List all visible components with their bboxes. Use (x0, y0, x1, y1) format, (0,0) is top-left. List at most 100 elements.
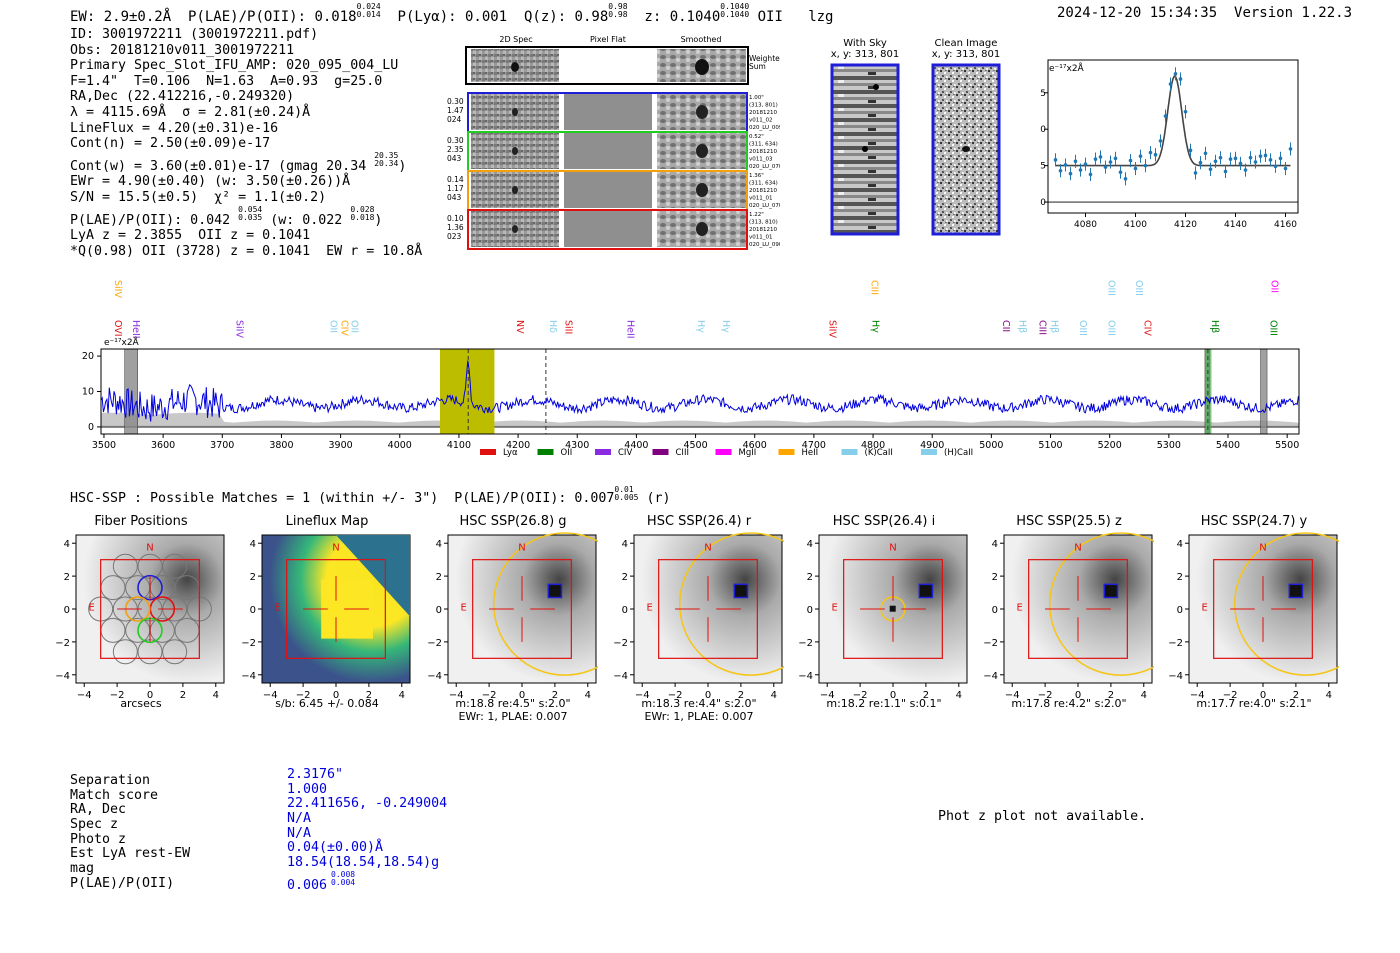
line-fit-point (1088, 167, 1093, 181)
col-smoothed: Smoothed (681, 35, 722, 44)
line-fit-marker (1063, 163, 1068, 167)
line-fit-point (1133, 162, 1138, 176)
cutout-ytick-label: 0 (1177, 605, 1183, 616)
line-fit-xtick-label: 4120 (1174, 220, 1197, 230)
stamp-frame (467, 209, 748, 250)
line-fit-marker (1053, 158, 1058, 162)
info-plae-w: (w: 0.022 (270, 212, 343, 228)
legend-swatch (537, 449, 554, 455)
cutout-ytick-label: 0 (250, 605, 256, 616)
spectrum-ytick-label: 0 (88, 422, 94, 433)
east-marker: E (1016, 603, 1022, 614)
match-value: 0.006 0.008 0.004 (287, 870, 447, 892)
match-value-text: 0.006 (287, 877, 328, 893)
line-fit-marker (1248, 155, 1253, 160)
stamp-right-line: 020_LU_070 (749, 164, 780, 170)
line-fit-marker (1253, 160, 1258, 164)
north-marker: N (704, 543, 711, 554)
line-fit-point (1073, 154, 1078, 168)
cutout-title: HSC SSP(25.5) z (1016, 514, 1122, 529)
stamp-right-line: v011_02 (749, 118, 773, 124)
line-fit-point (1143, 159, 1148, 173)
cutout-ytick-label: 4 (622, 539, 628, 550)
search-box (472, 559, 572, 659)
line-fit-point (1078, 163, 1083, 177)
match-values: 2.3176" 1.000 22.411656, -0.249004 N/A N/A 0.… (287, 767, 447, 893)
line-fit-marker (1143, 163, 1148, 168)
line-fit-point (1258, 149, 1263, 163)
cutout-xtick-label: 4 (1141, 690, 1147, 701)
match-label: Separation (70, 773, 151, 788)
cutout-xtick-label: 0 (705, 690, 711, 701)
spectrum-xtick-label: 4400 (624, 440, 648, 451)
spectral-line-label: Hδ (547, 320, 558, 333)
line-fit-marker (1223, 169, 1228, 174)
aperture-ellipse (1048, 532, 1154, 676)
stamp-left-line: 043 (447, 154, 462, 163)
north-marker: N (146, 543, 153, 554)
cutout-ytick-label: 2 (807, 572, 813, 583)
match-value: 22.411656, -0.249004 (287, 797, 447, 812)
line-fit-point (1173, 67, 1178, 81)
cutout-xtick-label: −4 (77, 690, 92, 701)
cutout-xtick-label: 2 (1293, 690, 1299, 701)
header-z-lo: 0.1040 (720, 10, 750, 19)
line-fit-point (1218, 151, 1223, 165)
line-fit-marker (1133, 166, 1138, 171)
cutout-xtick-label: 0 (519, 690, 525, 701)
line-fit-point (1248, 151, 1253, 165)
legend-label: (H)CaII (944, 448, 973, 458)
cutout-xtick-label: 0 (890, 690, 896, 701)
cutout-caption: m:17.7 re:4.0" s:2.1" (1196, 697, 1312, 710)
stamp-left-line: 023 (447, 232, 462, 241)
header-qz-lo: 0.98 (608, 10, 628, 19)
match-value: 18.54(18.54,18.54)g (287, 855, 447, 871)
info-fit: F=1.4" T=0.106 N=1.63 A=0.93 g=25.0 (70, 73, 383, 89)
fiber-circle (112, 553, 138, 579)
cutout-ytick-label: −2 (1168, 638, 1183, 649)
with-sky-source-2 (862, 146, 868, 152)
match-value-text: N/A (287, 811, 312, 827)
hsc-title: HSC-SSP : Possible Matches = 1 (within +… (70, 486, 671, 507)
match-label: Match score (70, 787, 159, 803)
weighted-sum-smooth-source (695, 59, 709, 75)
spectral-line-label: CIV (339, 320, 350, 336)
line-fit-point (1138, 149, 1143, 163)
spectral-line-label: OII (1269, 280, 1280, 293)
cutout-ytick-label: −4 (55, 671, 70, 682)
header-z-hi: 0.1040 (720, 2, 750, 11)
weighted-sum-text: Weighted (749, 54, 780, 63)
spectrum-xtick-label: 4100 (447, 440, 471, 451)
line-fit-point (1278, 151, 1283, 165)
cutout-caption: m:18.2 re:1.1" s:0.1" (826, 697, 942, 710)
line-fit-marker (1178, 77, 1183, 81)
cutout-xtick-label: −4 (449, 690, 464, 701)
spectrum-xtick-label: 5000 (979, 440, 1003, 451)
spectrum-bands (101, 348, 1299, 435)
cutout-ytick-label: −4 (241, 671, 256, 682)
spectrum-xtick-label: 4600 (743, 440, 767, 451)
line-fit-point (1268, 153, 1273, 167)
cutout-title: HSC SSP(26.4) r (646, 514, 752, 529)
stamp-right-text: 1.22" (313, 810) 20181210 v011_01 020_LU_090 (749, 212, 780, 248)
cutout-xtick-label: 4 (771, 690, 777, 701)
stamp-left-line: 0.10 (447, 214, 464, 223)
info-id: ID: 3001972211 (3001972211.pdf) (70, 27, 319, 42)
spectral-line-label: Hβ (1209, 320, 1220, 333)
line-fit-marker (1278, 156, 1283, 161)
cutout-ytick-label: 2 (436, 572, 442, 583)
info-contw-hi: 20.35 (374, 150, 399, 160)
line-fit-point (1093, 152, 1098, 166)
spectral-line-label: HeII (624, 320, 635, 339)
cutout-xtick-label: −2 (668, 690, 683, 701)
legend-label: Lyα (503, 448, 518, 458)
line-fit-marker (1093, 157, 1098, 161)
cutout-panel: N E −4 −4 −2 −2 0 0 2 2 4 4 (1168, 532, 1339, 701)
spectral-line-label: OIII (1077, 320, 1088, 336)
match-value-text: N/A (287, 825, 312, 841)
line-fit-marker (1078, 168, 1083, 172)
stamp-right-line: 020_LU_090 (749, 242, 780, 248)
match-plae-lo: 0.004 (331, 877, 356, 887)
cutout-panel: N E −4 −4 −2 −2 0 0 2 2 4 4 (983, 532, 1154, 701)
line-fit-chart: 4080 4100 4120 4140 4160 0 5 10 15 e⁻¹⁷x2Å (1040, 59, 1299, 230)
